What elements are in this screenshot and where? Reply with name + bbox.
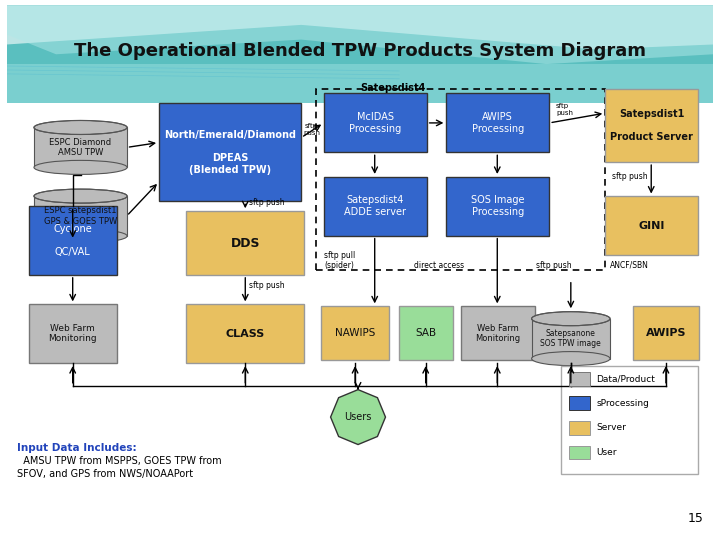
Text: sftp pull
(spider): sftp pull (spider) [324,251,355,270]
Bar [569,421,590,435]
Bar [531,319,610,359]
Text: Server: Server [596,423,626,433]
Bar [605,197,698,255]
Text: AWIPS: AWIPS [646,328,686,338]
Bar [324,177,427,235]
Text: Satepsanone
SOS TPW image: Satepsanone SOS TPW image [541,329,601,348]
Bar [186,211,304,275]
Text: sftp
push: sftp push [556,103,573,116]
Bar [186,305,304,363]
Bar [7,5,713,64]
Text: Satepsdist4
ADDE server: Satepsdist4 ADDE server [344,195,406,217]
Ellipse shape [34,189,127,203]
Text: North/Emerald/Diamond

DPEAS
(Blended TPW): North/Emerald/Diamond DPEAS (Blended TPW… [164,130,296,175]
Ellipse shape [531,312,610,326]
Text: Satepsdist4: Satepsdist4 [360,83,426,92]
Text: ANCF/SBN: ANCF/SBN [610,260,649,269]
Text: CLASS: CLASS [225,329,265,339]
Bar [7,64,713,103]
Text: direct access: direct access [414,261,464,270]
Text: sftp push: sftp push [249,281,285,289]
Polygon shape [330,390,385,444]
Text: SFOV, and GPS from NWS/NOAAPort: SFOV, and GPS from NWS/NOAAPort [17,469,193,479]
Polygon shape [7,5,713,64]
Text: DDS: DDS [230,237,260,249]
Polygon shape [7,5,713,49]
Ellipse shape [34,229,127,243]
Text: sftp
push: sftp push [303,123,320,136]
Bar [29,206,117,275]
Text: Data/Product: Data/Product [596,374,655,383]
Text: Users: Users [344,412,372,422]
Text: Cyclone

QC/VAL: Cyclone QC/VAL [53,224,92,257]
Text: AWIPS
Processing: AWIPS Processing [472,112,524,134]
Text: sftp push: sftp push [612,172,647,181]
Bar [321,306,390,360]
Text: AMSU TPW from MSPPS, GOES TPW from: AMSU TPW from MSPPS, GOES TPW from [17,456,222,466]
Bar [561,366,698,474]
Bar [316,89,605,270]
Text: 15: 15 [688,512,703,525]
Text: ESPC satepsdist1
GPS & GOES TPW: ESPC satepsdist1 GPS & GOES TPW [44,206,117,226]
Ellipse shape [34,160,127,174]
Text: GINI: GINI [639,221,665,231]
Text: SOS Image
Processing: SOS Image Processing [471,195,524,217]
Bar [569,372,590,386]
Text: sftp push: sftp push [249,198,285,207]
Text: Satepsdist1

Product Server: Satepsdist1 Product Server [611,109,693,142]
Bar [461,306,534,360]
Bar [446,93,549,152]
Bar [159,103,301,201]
Text: sProcessing: sProcessing [596,399,649,408]
Bar [324,93,427,152]
Text: User: User [596,448,617,457]
Text: Input Data Includes:: Input Data Includes: [17,443,136,454]
Bar [633,306,699,360]
Bar [569,396,590,410]
Bar [446,177,549,235]
Bar [605,89,698,162]
Text: sftp push: sftp push [536,261,572,270]
Text: McIDAS
Processing: McIDAS Processing [349,112,401,134]
Text: Web Farm
Monitoring: Web Farm Monitoring [475,323,521,343]
Bar [34,196,127,236]
Text: SAB: SAB [415,328,437,338]
Ellipse shape [531,352,610,366]
Text: Web Farm
Monitoring: Web Farm Monitoring [48,324,97,343]
Ellipse shape [34,120,127,134]
Text: NAWIPS: NAWIPS [335,328,375,338]
Text: The Operational Blended TPW Products System Diagram: The Operational Blended TPW Products Sys… [74,42,646,60]
Bar [34,127,127,167]
Bar [29,305,117,363]
Bar [399,306,453,360]
Text: ESPC Diamond
AMSU TPW: ESPC Diamond AMSU TPW [50,138,112,157]
Bar [569,446,590,459]
